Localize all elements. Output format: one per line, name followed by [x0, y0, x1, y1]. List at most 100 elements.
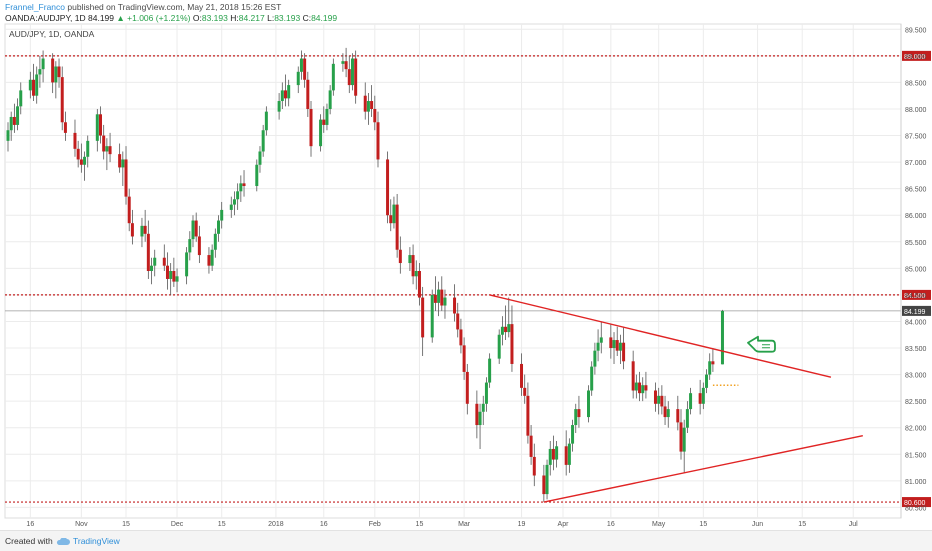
candle-body	[32, 79, 36, 96]
candle-body	[325, 108, 329, 125]
level-label: 84.500	[904, 293, 926, 300]
last-price: 84.199	[88, 13, 114, 23]
candle-body	[657, 395, 661, 404]
candle-body	[395, 204, 399, 250]
candle-body	[108, 146, 112, 155]
price-tick-label: 82.000	[905, 426, 927, 433]
candle-body	[612, 340, 616, 349]
candle-body	[389, 215, 393, 224]
candle-body	[587, 390, 591, 418]
time-tick-label: 19	[518, 521, 526, 528]
candle-body	[162, 257, 166, 266]
candle-body	[411, 255, 415, 277]
time-tick-label: 15	[218, 521, 226, 528]
candle-body	[386, 159, 390, 216]
candle-body	[236, 191, 240, 200]
candle-body	[679, 422, 683, 452]
candle-body	[306, 79, 310, 109]
candle-body	[344, 61, 348, 70]
close-value: 84.199	[311, 13, 338, 23]
level-label-bg	[902, 497, 931, 508]
price-tick-label: 82.500	[905, 399, 927, 406]
candle-body	[341, 61, 345, 64]
candle-body	[146, 233, 150, 271]
candle-body	[12, 116, 16, 125]
author-link[interactable]: Frannel_Franco	[5, 2, 66, 12]
trendline-lower	[543, 434, 863, 503]
candle-body	[169, 271, 173, 279]
candle-body	[590, 366, 594, 391]
candle-body	[232, 199, 236, 205]
candle-body	[453, 297, 457, 314]
price-tick-label: 88.000	[905, 107, 927, 114]
time-tick-label: 15	[798, 521, 806, 528]
price-tick-label: 86.500	[905, 187, 927, 194]
price-tick-label: 84.000	[905, 319, 927, 326]
candle-body	[551, 448, 555, 460]
candle-body	[86, 140, 90, 157]
time-tick-label: May	[652, 521, 666, 528]
current-price-label: 84.199	[904, 309, 926, 316]
candle-body	[197, 236, 201, 256]
candle-body	[280, 90, 284, 102]
horizontal-levels[interactable]: 89.000 84.500 80.600 84.199	[5, 50, 931, 508]
candle-body	[370, 101, 374, 109]
candle-body	[644, 385, 648, 391]
price-tick-label: 87.500	[905, 134, 927, 141]
candle-body	[497, 334, 501, 359]
trendline-upper	[489, 294, 832, 378]
tradingview-brand-link[interactable]: TradingView	[56, 536, 120, 546]
candle-body	[140, 225, 144, 237]
candle-body	[124, 159, 128, 197]
price-tick-label: 89.500	[905, 27, 927, 34]
candle-body	[376, 122, 380, 160]
candle-body	[194, 220, 198, 237]
price-tick-label: 89.000	[905, 54, 927, 61]
candle-body	[641, 385, 645, 394]
current-price-label-bg	[902, 305, 931, 316]
candle-body	[545, 464, 549, 495]
published-text: published on TradingView.com, May 21, 20…	[67, 2, 282, 12]
price-tick-label: 85.500	[905, 240, 927, 247]
candle-body	[54, 66, 58, 83]
candle-body	[711, 361, 715, 365]
candle-body	[303, 58, 307, 80]
candle-body	[523, 387, 527, 396]
footer: Created with TradingView	[0, 530, 932, 551]
candle-body	[459, 329, 463, 346]
annotations[interactable]	[712, 335, 776, 386]
open-label: O:	[192, 13, 202, 23]
symbol-name[interactable]: OANDA:AUDJPY, 1D	[5, 13, 86, 23]
candle-body	[143, 225, 147, 234]
candle-body	[465, 371, 469, 404]
trendlines[interactable]	[489, 294, 863, 503]
candle-body	[484, 382, 488, 404]
candle-body	[462, 345, 466, 372]
candle-body	[347, 69, 351, 86]
candle-body	[153, 257, 157, 266]
candle-body	[98, 114, 102, 136]
candle-body	[102, 135, 106, 152]
candle-body	[660, 395, 664, 407]
time-axis[interactable]: 16 Nov 15 Dec 15 2018 16 Feb 15 Mar 19 Apr 16 May 15 Ju…	[26, 521, 858, 528]
candle-body	[217, 220, 221, 234]
candle-body	[596, 342, 600, 351]
plot-area[interactable]	[4, 23, 902, 519]
time-tick-label: 16	[607, 521, 615, 528]
price-axis[interactable]: 80.500 81.000 81.500 82.000 82.500 83.000 83.5…	[900, 24, 927, 518]
candle-body	[331, 63, 335, 91]
low-value: 83.193	[274, 13, 301, 23]
chart-title: AUD/JPY, 1D, OANDA	[9, 29, 95, 39]
candle-body	[631, 361, 635, 391]
candle-body	[475, 403, 479, 426]
candle-body	[9, 116, 13, 131]
candle-body	[663, 406, 667, 418]
candle-body	[28, 79, 32, 91]
price-tick-label: 81.000	[905, 479, 927, 486]
level-label-bg	[902, 289, 931, 300]
open-value: 83.193	[201, 13, 228, 23]
candle-body	[229, 204, 233, 210]
candle-body	[35, 74, 39, 96]
candle-body	[618, 342, 622, 351]
